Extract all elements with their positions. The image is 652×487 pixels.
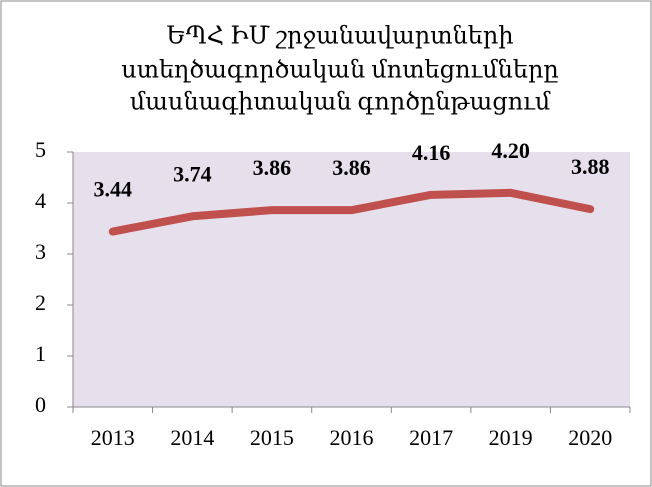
y-tick-label: 5 [35,137,46,162]
data-label: 3.44 [94,177,133,202]
y-tick-label: 4 [35,188,46,213]
plot-area [73,152,630,407]
x-tick-label: 2017 [409,425,453,450]
x-tick-label: 2015 [250,425,294,450]
x-tick-label: 2016 [330,425,374,450]
x-tick-label: 2014 [170,425,214,450]
data-label: 3.86 [253,155,292,180]
y-tick-label: 0 [35,392,46,417]
x-tick-label: 2019 [489,425,533,450]
data-label: 3.74 [173,161,212,186]
data-line [108,188,595,236]
chart-title: ստեղծագործական մոտեցումները [121,58,558,84]
data-label: 4.16 [412,140,451,165]
y-tick-label: 1 [35,341,46,366]
chart-title: ԵՊՀ ԻՄ շրջանավարտների [166,24,513,50]
x-tick-label: 2013 [91,425,135,450]
data-label: 3.88 [571,154,610,179]
data-label: 3.86 [332,155,371,180]
x-tick-label: 2020 [568,425,612,450]
y-tick-label: 2 [35,290,46,315]
y-tick-label: 3 [35,239,46,264]
data-label: 4.20 [491,138,530,163]
chart-title: մասնագիտական գործընթացում [130,90,551,116]
